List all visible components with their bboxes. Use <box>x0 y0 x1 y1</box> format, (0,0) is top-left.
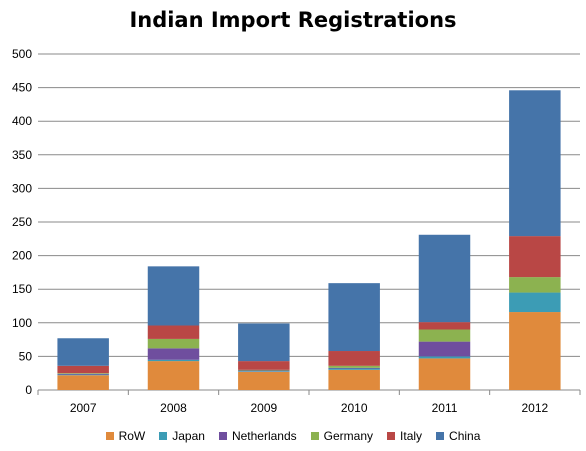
bar-segment <box>509 236 561 278</box>
bar-segment <box>238 371 290 390</box>
legend-swatch <box>310 432 319 441</box>
y-tick-label: 500 <box>12 47 32 61</box>
legend-swatch <box>218 432 227 441</box>
x-tick-label: 2007 <box>70 401 97 415</box>
bar-segment <box>418 358 471 390</box>
bar-segment <box>57 375 109 390</box>
grid-lines <box>38 53 580 391</box>
bar-segment <box>57 373 109 374</box>
y-tick-label: 150 <box>12 282 32 296</box>
bar-segment <box>238 370 290 372</box>
bar-segment <box>509 312 561 390</box>
legend-swatch <box>105 432 114 441</box>
chart-title: Indian Import Registrations <box>129 8 457 32</box>
legend-label: RoW <box>118 429 146 444</box>
bar-segment <box>509 277 561 293</box>
legend-label: Netherlands <box>231 429 297 444</box>
bar-segment <box>328 369 380 390</box>
bar-segment <box>418 322 471 330</box>
bar-segment <box>147 348 200 360</box>
legend-item: Germany <box>310 428 374 444</box>
bar-segment <box>238 323 290 362</box>
bar-segment <box>418 329 471 342</box>
legend-item: Japan <box>159 428 205 443</box>
bar-segment <box>328 365 380 368</box>
bar-segment <box>57 338 109 366</box>
bar-segment <box>418 356 471 359</box>
bar-segment <box>328 351 380 366</box>
bar-segment <box>147 359 200 362</box>
bar-segment <box>238 361 290 370</box>
y-tick-label: 350 <box>12 148 32 162</box>
x-tick-label: 2010 <box>341 401 368 415</box>
bar-segment <box>147 325 200 339</box>
legend-label: Germany <box>323 429 374 444</box>
legend-label: Italy <box>400 429 423 444</box>
y-tick-label: 400 <box>12 114 32 128</box>
y-tick-label: 250 <box>12 215 32 229</box>
y-tick-label: 450 <box>12 81 32 95</box>
bar-segment <box>57 365 109 374</box>
y-tick-label: 0 <box>25 383 32 397</box>
bar-segment <box>418 234 471 323</box>
x-tick-label: 2009 <box>250 401 277 415</box>
x-tick-label: 2012 <box>521 401 548 415</box>
bar-segment <box>147 361 200 390</box>
x-tick-label: 2011 <box>432 401 458 415</box>
y-tick-label: 50 <box>19 349 33 363</box>
bar-segment <box>57 373 109 375</box>
bar-stacks <box>57 90 561 390</box>
bar-segment <box>147 338 200 349</box>
legend-swatch <box>436 432 445 441</box>
bar-segment <box>147 266 200 326</box>
bar-segment <box>418 341 471 357</box>
legend-label: Japan <box>172 429 205 444</box>
legend: RoW Japan Netherlands Germany Italy China <box>0 428 586 443</box>
legend-swatch <box>159 432 168 441</box>
x-tick-label: 2008 <box>160 401 187 415</box>
legend-item: China <box>436 428 480 443</box>
y-axis: 0 50 100 150 200 250 300 350 400 450 500 <box>12 47 32 397</box>
legend-item: RoW <box>105 428 146 444</box>
y-tick-label: 300 <box>12 181 32 195</box>
bar-segment <box>328 368 380 370</box>
bar-segment <box>509 90 561 237</box>
bar-segment <box>238 371 290 372</box>
legend-label: China <box>449 429 481 444</box>
legend-item: Italy <box>387 428 422 443</box>
y-tick-label: 100 <box>12 316 32 330</box>
bar-segment <box>328 367 380 369</box>
bar-segment <box>57 374 109 376</box>
legend-swatch <box>387 432 396 441</box>
x-axis: 2007 2008 2009 2010 2011 2012 <box>37 390 581 415</box>
y-tick-label: 200 <box>12 249 32 263</box>
legend-item: Netherlands <box>218 428 297 444</box>
bar-segment <box>328 283 380 352</box>
bar-segment <box>509 292 561 313</box>
bar-segment <box>238 369 290 371</box>
